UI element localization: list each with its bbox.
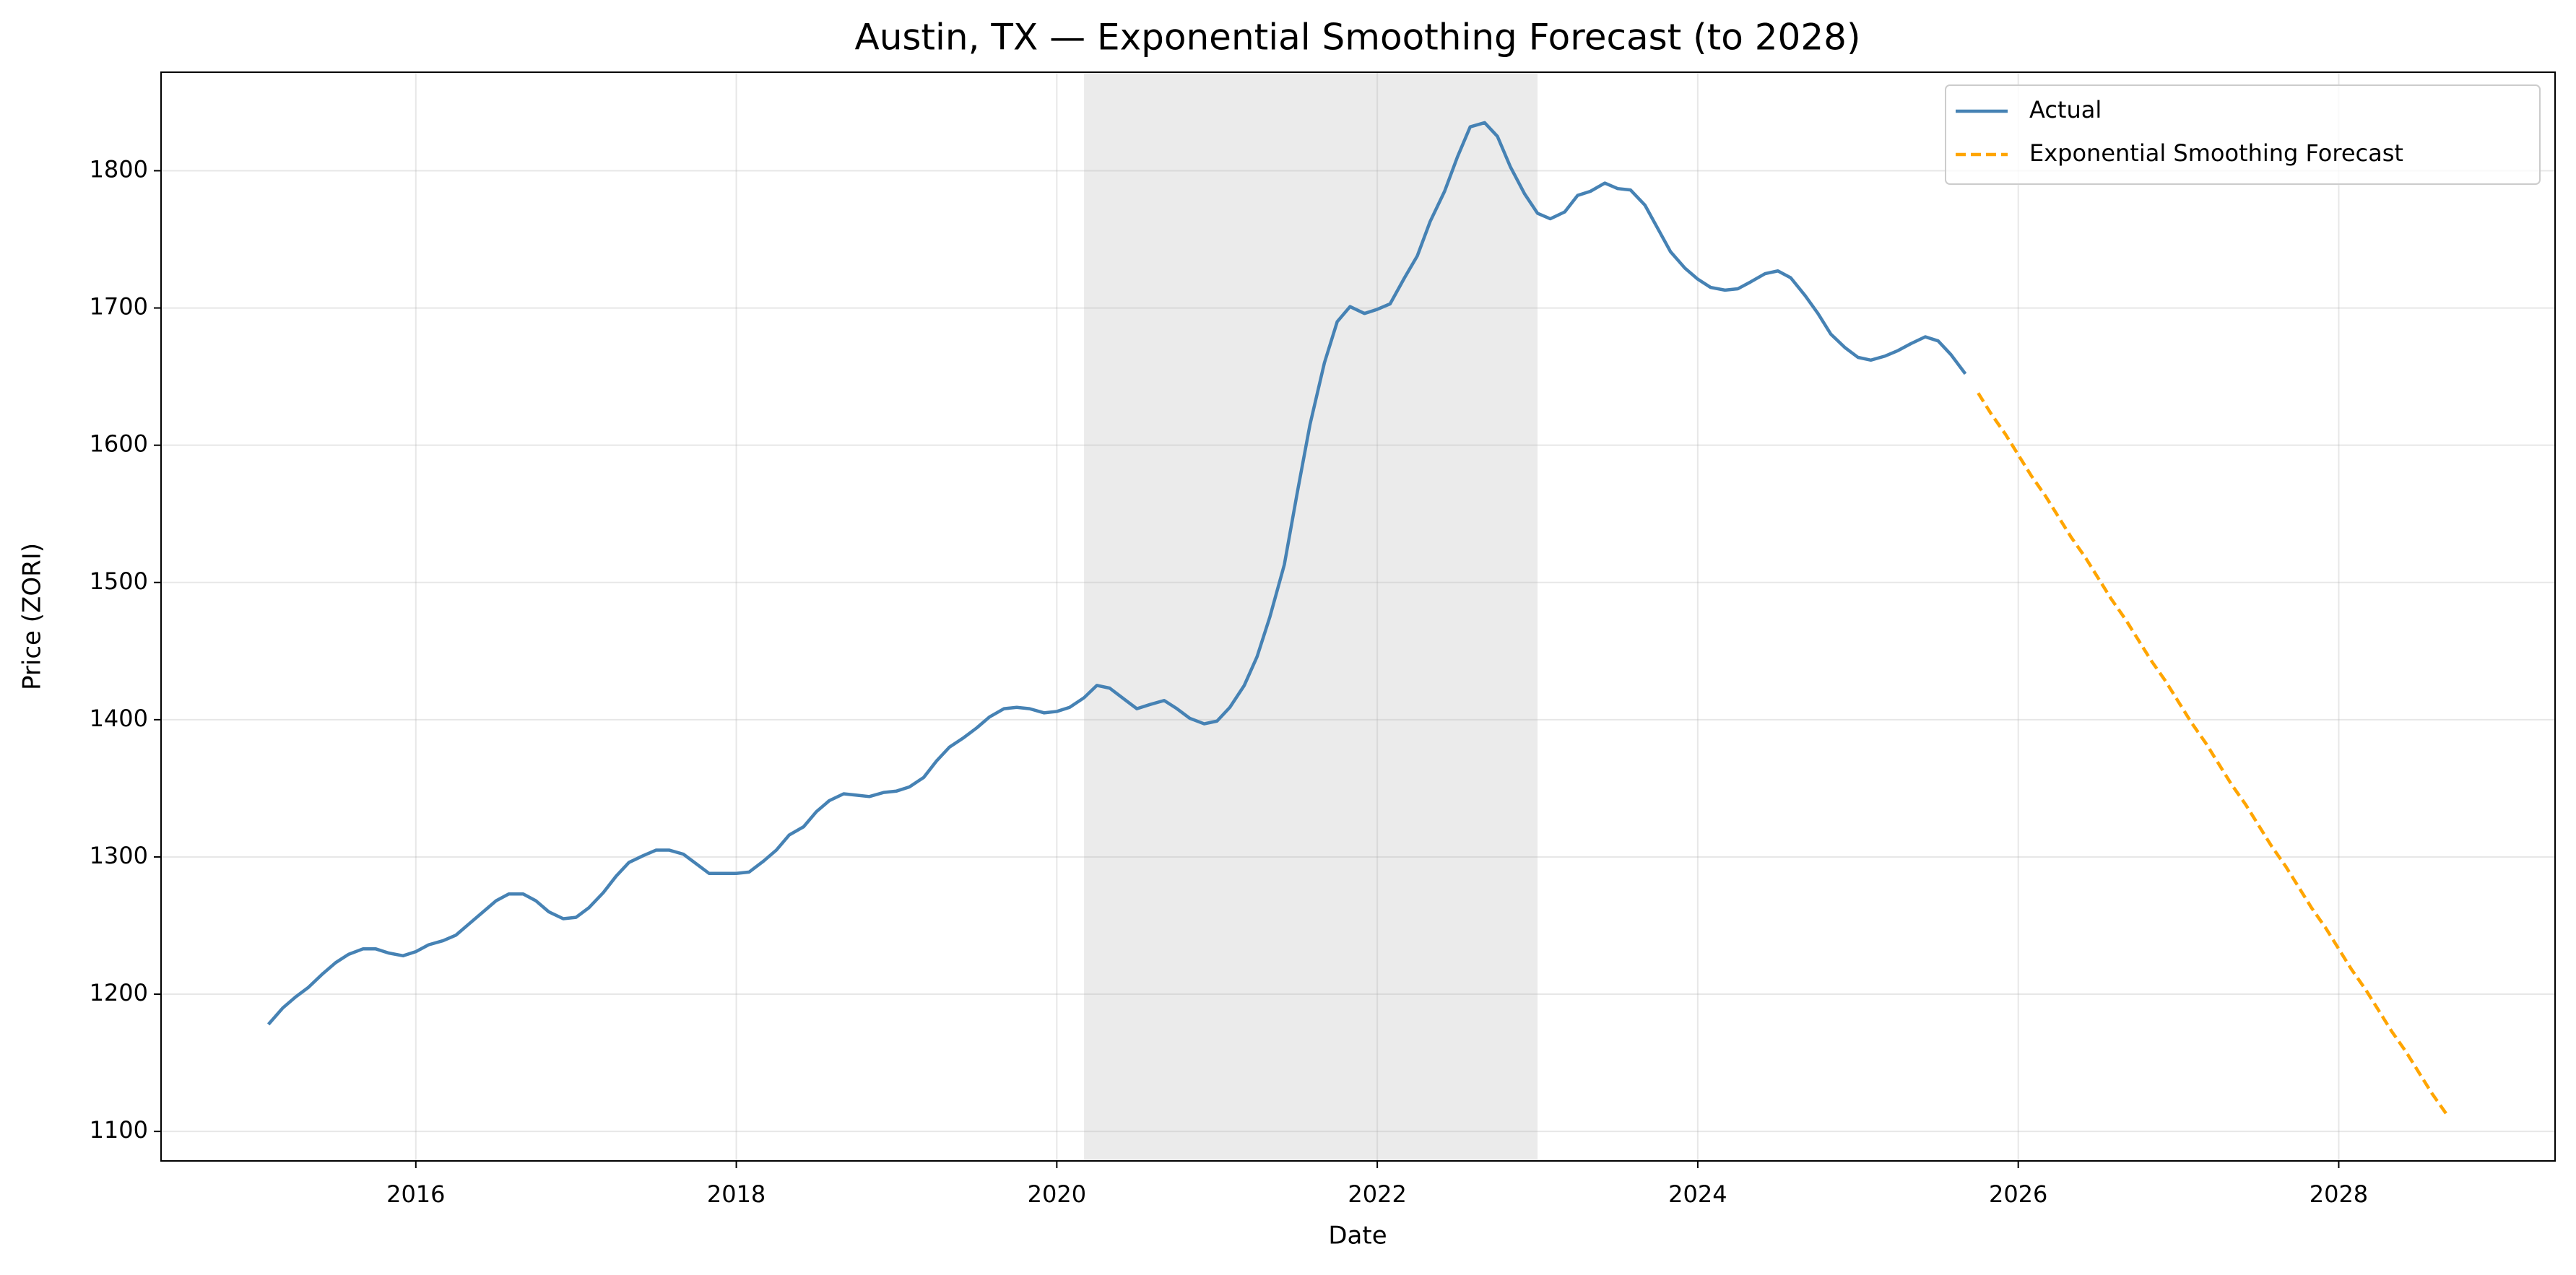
y-tick-label: 1300 [90,842,148,869]
y-tick-label: 1700 [90,293,148,321]
y-tick-label: 1600 [90,430,148,458]
series-line [266,121,1967,1026]
series-line [1977,392,2447,1115]
x-tick-label: 2024 [1668,1180,1727,1208]
shaded-span [1084,72,1538,1161]
x-tick-label: 2028 [2310,1180,2368,1208]
y-tick-label: 1100 [90,1116,148,1144]
y-axis-label: Price (ZORI) [18,543,47,690]
x-tick-label: 2020 [1028,1180,1086,1208]
x-tick-label: 2018 [707,1180,766,1208]
legend-box [1945,84,2541,185]
y-tick-label: 1400 [90,705,148,732]
plot-frame [160,71,2556,1162]
x-axis-label: Date [1328,1222,1387,1250]
x-tick-label: 2022 [1348,1180,1406,1208]
legend-label: Actual [2029,96,2102,123]
chart-title: Austin, TX — Exponential Smoothing Forec… [854,17,1860,58]
x-tick-label: 2016 [386,1180,445,1208]
legend-label: Exponential Smoothing Forecast [2029,139,2403,167]
y-tick-label: 1200 [90,979,148,1006]
y-tick-label: 1800 [90,155,148,183]
y-tick-label: 1500 [90,567,148,595]
x-tick-label: 2026 [1989,1180,2047,1208]
